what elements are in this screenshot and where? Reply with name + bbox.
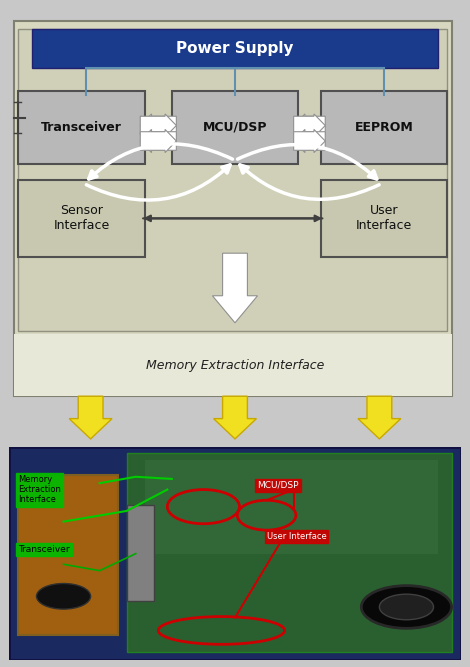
FancyArrow shape	[140, 129, 176, 153]
FancyArrow shape	[358, 396, 401, 439]
Text: MCU/DSP: MCU/DSP	[203, 121, 267, 134]
FancyBboxPatch shape	[14, 21, 452, 396]
Text: Memory
Extraction
Interface: Memory Extraction Interface	[18, 475, 61, 504]
Text: Transceiver: Transceiver	[18, 545, 70, 554]
FancyBboxPatch shape	[127, 454, 452, 652]
FancyBboxPatch shape	[18, 475, 118, 635]
FancyBboxPatch shape	[32, 29, 438, 67]
FancyBboxPatch shape	[321, 179, 447, 257]
FancyBboxPatch shape	[127, 504, 154, 600]
Text: EEPROM: EEPROM	[354, 121, 413, 134]
Text: User Interface: User Interface	[266, 532, 326, 541]
FancyBboxPatch shape	[172, 91, 298, 164]
FancyArrow shape	[69, 396, 112, 439]
Circle shape	[379, 594, 433, 620]
FancyArrow shape	[294, 129, 325, 153]
FancyArrow shape	[294, 114, 325, 137]
Text: MCU/DSP: MCU/DSP	[258, 481, 299, 490]
FancyBboxPatch shape	[18, 29, 447, 331]
Text: User
Interface: User Interface	[356, 204, 412, 232]
FancyArrow shape	[140, 114, 176, 137]
FancyArrow shape	[294, 129, 325, 153]
FancyBboxPatch shape	[18, 91, 145, 164]
FancyBboxPatch shape	[321, 91, 447, 164]
Text: Memory Extraction Interface: Memory Extraction Interface	[146, 359, 324, 372]
Circle shape	[37, 584, 91, 609]
FancyArrow shape	[212, 253, 258, 323]
FancyArrow shape	[213, 396, 257, 439]
FancyBboxPatch shape	[145, 460, 438, 554]
FancyArrow shape	[294, 114, 325, 137]
Text: Power Supply: Power Supply	[176, 41, 294, 55]
FancyArrow shape	[140, 129, 176, 153]
Circle shape	[361, 586, 452, 628]
FancyArrow shape	[140, 114, 176, 137]
FancyBboxPatch shape	[14, 334, 452, 396]
Text: Sensor
Interface: Sensor Interface	[54, 204, 110, 232]
FancyBboxPatch shape	[18, 179, 145, 257]
Text: Transceiver: Transceiver	[41, 121, 122, 134]
FancyBboxPatch shape	[9, 447, 461, 660]
